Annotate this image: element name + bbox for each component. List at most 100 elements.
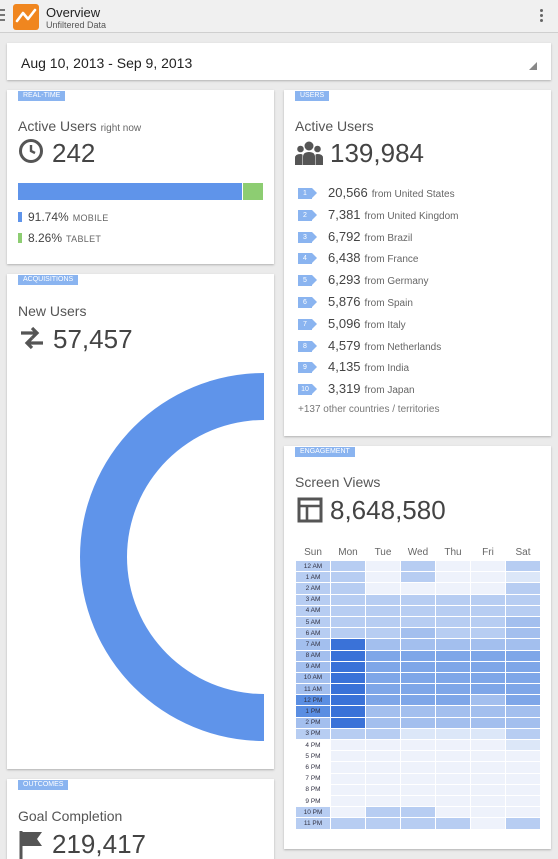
heatmap-cell (436, 773, 470, 784)
country-count: 4,135 (328, 359, 361, 375)
heatmap-cell (331, 762, 365, 773)
country-value: 6,293 from Germany (328, 272, 428, 287)
heatmap-cell (331, 561, 365, 572)
country-count: 20,566 (328, 185, 368, 200)
heatmap-cell (436, 672, 470, 684)
card-tag: OUTCOMES (18, 780, 69, 790)
heatmap-cell (366, 583, 400, 594)
heatmap-row: 12 PM (296, 695, 540, 706)
heatmap-cell (331, 695, 365, 706)
heatmap-header: Sun Mon Tue Wed Thu Fri Sat (296, 544, 540, 560)
rank-badge: 3 (298, 231, 317, 243)
heatmap-cell (401, 818, 435, 829)
hour-label: 10 AM (296, 672, 330, 684)
heatmap-row: 1 AM (296, 572, 540, 583)
rank-badge: 1 (298, 188, 317, 199)
day-label: Thu (444, 546, 462, 558)
heatmap-cell (401, 583, 435, 594)
heatmap-cell (436, 818, 470, 829)
heatmap-cell (331, 706, 365, 717)
realtime-card[interactable]: REAL-TIME Active Users right now 242 91.7… (7, 90, 274, 264)
heatmap-cell (331, 795, 365, 807)
day-label: Sat (515, 546, 531, 558)
users-card[interactable]: USERS Active Users 139,984 1 20,566 from U… (284, 90, 551, 436)
legend-mobile: 91.74% MOBILE (18, 210, 109, 224)
date-range-selector[interactable]: Aug 10, 2013 - Sep 9, 2013 (7, 43, 551, 80)
people-icon (295, 140, 323, 171)
legend-swatch-tablet (18, 233, 22, 243)
heatmap-cell (436, 628, 470, 639)
heatmap-cell (366, 762, 400, 773)
country-name: from France (364, 254, 419, 266)
heatmap-cell (471, 728, 505, 739)
heatmap-cell (331, 628, 365, 639)
heatmap-cell (366, 807, 400, 818)
card-title: New Users (18, 303, 87, 319)
new-users-donut (80, 373, 264, 741)
legend-pct-tablet: 8.26% (28, 231, 63, 245)
heatmap-cell (471, 751, 505, 762)
heatmap-cell (506, 773, 540, 784)
hour-label: 7 PM (296, 773, 330, 784)
heatmap-cell (436, 807, 470, 818)
heatmap-cell (401, 684, 435, 695)
heatmap-cell (471, 561, 505, 572)
screen-views-heatmap: Sun Mon Tue Wed Thu Fri Sat 12 AM 1 AM 2 AM 3 AM 4 … (295, 543, 541, 830)
heatmap-row: 3 AM (296, 594, 540, 605)
country-count: 6,438 (328, 250, 361, 266)
hour-label: 12 AM (296, 561, 330, 572)
heatmap-cell (506, 605, 540, 616)
heatmap-cell (471, 818, 505, 829)
country-count: 3,319 (328, 381, 361, 397)
heatmap-cell (506, 751, 540, 762)
drawer-icon[interactable] (0, 9, 6, 24)
heatmap-cell (401, 594, 435, 605)
more-countries-link[interactable]: +137 other countries / territories (298, 404, 440, 415)
day-label: Fri (482, 546, 494, 558)
heatmap-cell (331, 784, 365, 795)
heatmap-cell (366, 650, 400, 661)
heatmap-cell (331, 661, 365, 672)
country-name: from India (364, 363, 410, 375)
heatmap-cell (401, 639, 435, 650)
card-title: Active Users (295, 118, 374, 134)
heatmap-cell (436, 795, 470, 807)
heatmap-cell (436, 661, 470, 672)
acquisitions-card[interactable]: ACQUISITIONS New Users 57,457 (7, 274, 274, 769)
heatmap-cell (436, 583, 470, 594)
day-label: Sun (304, 546, 322, 558)
heatmap-cell (471, 605, 505, 616)
engagement-card[interactable]: ENGAGEMENT Screen Views 8,648,580 Sun Mon… (284, 446, 551, 849)
card-tag: ACQUISITIONS (18, 275, 79, 285)
overflow-menu-icon[interactable] (540, 9, 544, 24)
hour-label: 11 PM (296, 818, 330, 829)
heatmap-cell (436, 706, 470, 717)
heatmap-row: 10 PM (296, 807, 540, 818)
engagement-value: 8,648,580 (330, 495, 446, 525)
heatmap-cell (401, 605, 435, 616)
legend-swatch-mobile (18, 212, 22, 222)
heatmap-cell (506, 639, 540, 650)
heatmap-cell (471, 594, 505, 605)
heatmap-row: 6 PM (296, 762, 540, 773)
heatmap-cell (436, 784, 470, 795)
hour-label: 3 PM (296, 728, 330, 739)
hour-label: 7 AM (296, 639, 330, 650)
country-name: from Netherlands (364, 341, 442, 353)
heatmap-row: 7 PM (296, 773, 540, 784)
day-label: Wed (407, 546, 429, 558)
heatmap-cell (471, 784, 505, 795)
country-count: 7,381 (328, 206, 361, 222)
card-tag: USERS (295, 91, 330, 101)
device-bar (18, 183, 263, 200)
country-count: 5,876 (328, 294, 361, 309)
heatmap-cell (401, 706, 435, 717)
card-tag: ENGAGEMENT (295, 447, 355, 457)
hour-label: 2 PM (296, 717, 330, 728)
card-title: Goal Completion (18, 808, 123, 824)
analytics-logo-icon[interactable] (13, 4, 39, 30)
outcomes-card[interactable]: OUTCOMES Goal Completion 219,417 (7, 779, 274, 859)
country-value: 5,876 from Spain (328, 294, 413, 309)
heatmap-cell (331, 650, 365, 661)
heatmap-row: 11 PM (296, 818, 540, 829)
